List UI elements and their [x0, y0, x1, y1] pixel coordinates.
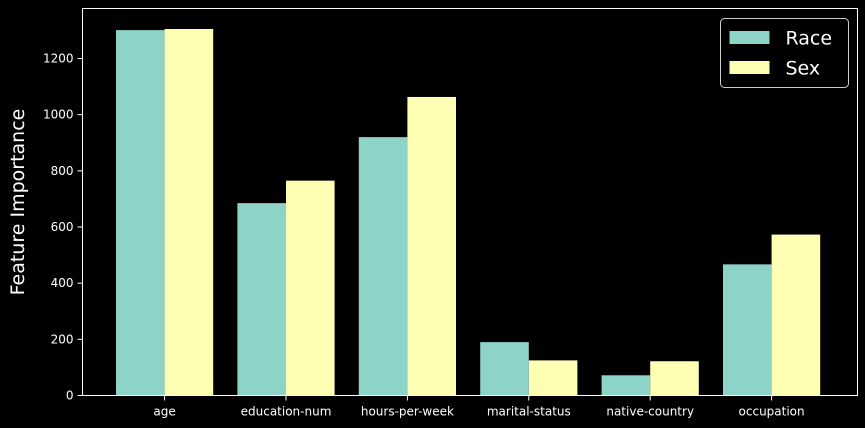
- bar-race-education-num: [237, 203, 286, 396]
- bar-sex-age: [164, 29, 214, 396]
- x-axis-ticks: age education-num hours-per-week marital-st…: [153, 395, 805, 419]
- bar-race-native-country: [601, 375, 651, 396]
- y-tick-label: 200: [51, 332, 74, 346]
- x-tick-label: occupation: [739, 405, 805, 419]
- y-tick-label: 1000: [43, 108, 74, 122]
- x-tick-label: hours-per-week: [361, 405, 454, 419]
- bar-race-age: [116, 30, 165, 396]
- plot-frame: [82, 8, 858, 396]
- bar-sex-hours-per-week: [407, 96, 456, 396]
- bar-sex-marital-status: [528, 360, 578, 396]
- legend-label-race: Race: [786, 28, 833, 50]
- legend-swatch-race: [729, 31, 770, 44]
- x-tick-label: age: [153, 405, 175, 419]
- bar-race-hours-per-week: [358, 137, 408, 396]
- y-tick-label: 1200: [43, 51, 74, 65]
- x-tick-label: education-num: [241, 405, 332, 419]
- legend: Race Sex: [720, 18, 849, 88]
- bar-sex-native-country: [650, 361, 699, 396]
- y-axis-label: Feature Importance: [7, 109, 29, 296]
- x-tick-label: native-country: [606, 405, 694, 419]
- legend-swatch-sex: [729, 61, 770, 74]
- bar-race-occupation: [723, 264, 772, 396]
- legend-label-sex: Sex: [786, 58, 821, 80]
- y-tick-label: 800: [51, 164, 74, 178]
- bar-sex-education-num: [286, 180, 335, 396]
- y-tick-label: 400: [51, 276, 74, 290]
- bar-race-marital-status: [480, 342, 529, 396]
- y-tick-label: 600: [51, 220, 74, 234]
- y-axis-ticks: 0 200 400 600 800 1000 1200: [43, 51, 83, 403]
- bar-sex-occupation: [771, 234, 821, 396]
- bars-group: [116, 29, 821, 396]
- x-tick-label: marital-status: [487, 405, 571, 419]
- y-tick-label: 0: [66, 389, 74, 403]
